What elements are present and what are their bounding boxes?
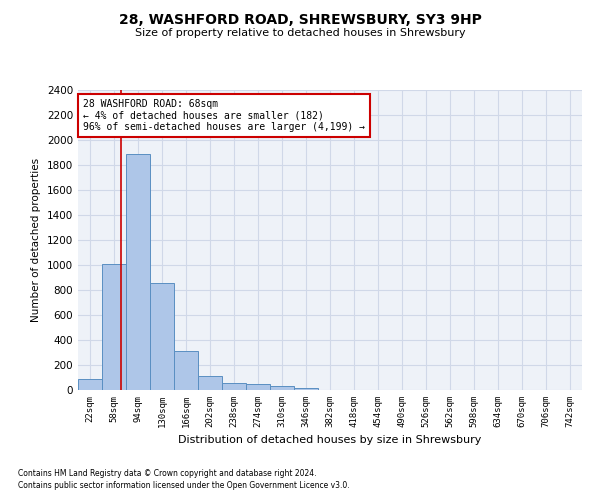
Bar [150,282,174,390]
Bar [78,379,102,390]
Text: Contains HM Land Registry data © Crown copyright and database right 2024.: Contains HM Land Registry data © Crown c… [18,468,317,477]
Text: 28, WASHFORD ROAD, SHREWSBURY, SY3 9HP: 28, WASHFORD ROAD, SHREWSBURY, SY3 9HP [119,12,481,26]
Bar [294,388,318,390]
Bar [198,376,222,390]
Text: Contains public sector information licensed under the Open Government Licence v3: Contains public sector information licen… [18,481,350,490]
Bar [246,384,270,390]
Bar [270,386,294,390]
Text: Size of property relative to detached houses in Shrewsbury: Size of property relative to detached ho… [134,28,466,38]
Bar [222,383,246,390]
Bar [126,154,150,390]
Y-axis label: Number of detached properties: Number of detached properties [31,158,41,322]
Text: 28 WASHFORD ROAD: 68sqm
← 4% of detached houses are smaller (182)
96% of semi-de: 28 WASHFORD ROAD: 68sqm ← 4% of detached… [83,99,365,132]
Bar [174,351,198,390]
Bar [102,264,126,390]
X-axis label: Distribution of detached houses by size in Shrewsbury: Distribution of detached houses by size … [178,436,482,446]
